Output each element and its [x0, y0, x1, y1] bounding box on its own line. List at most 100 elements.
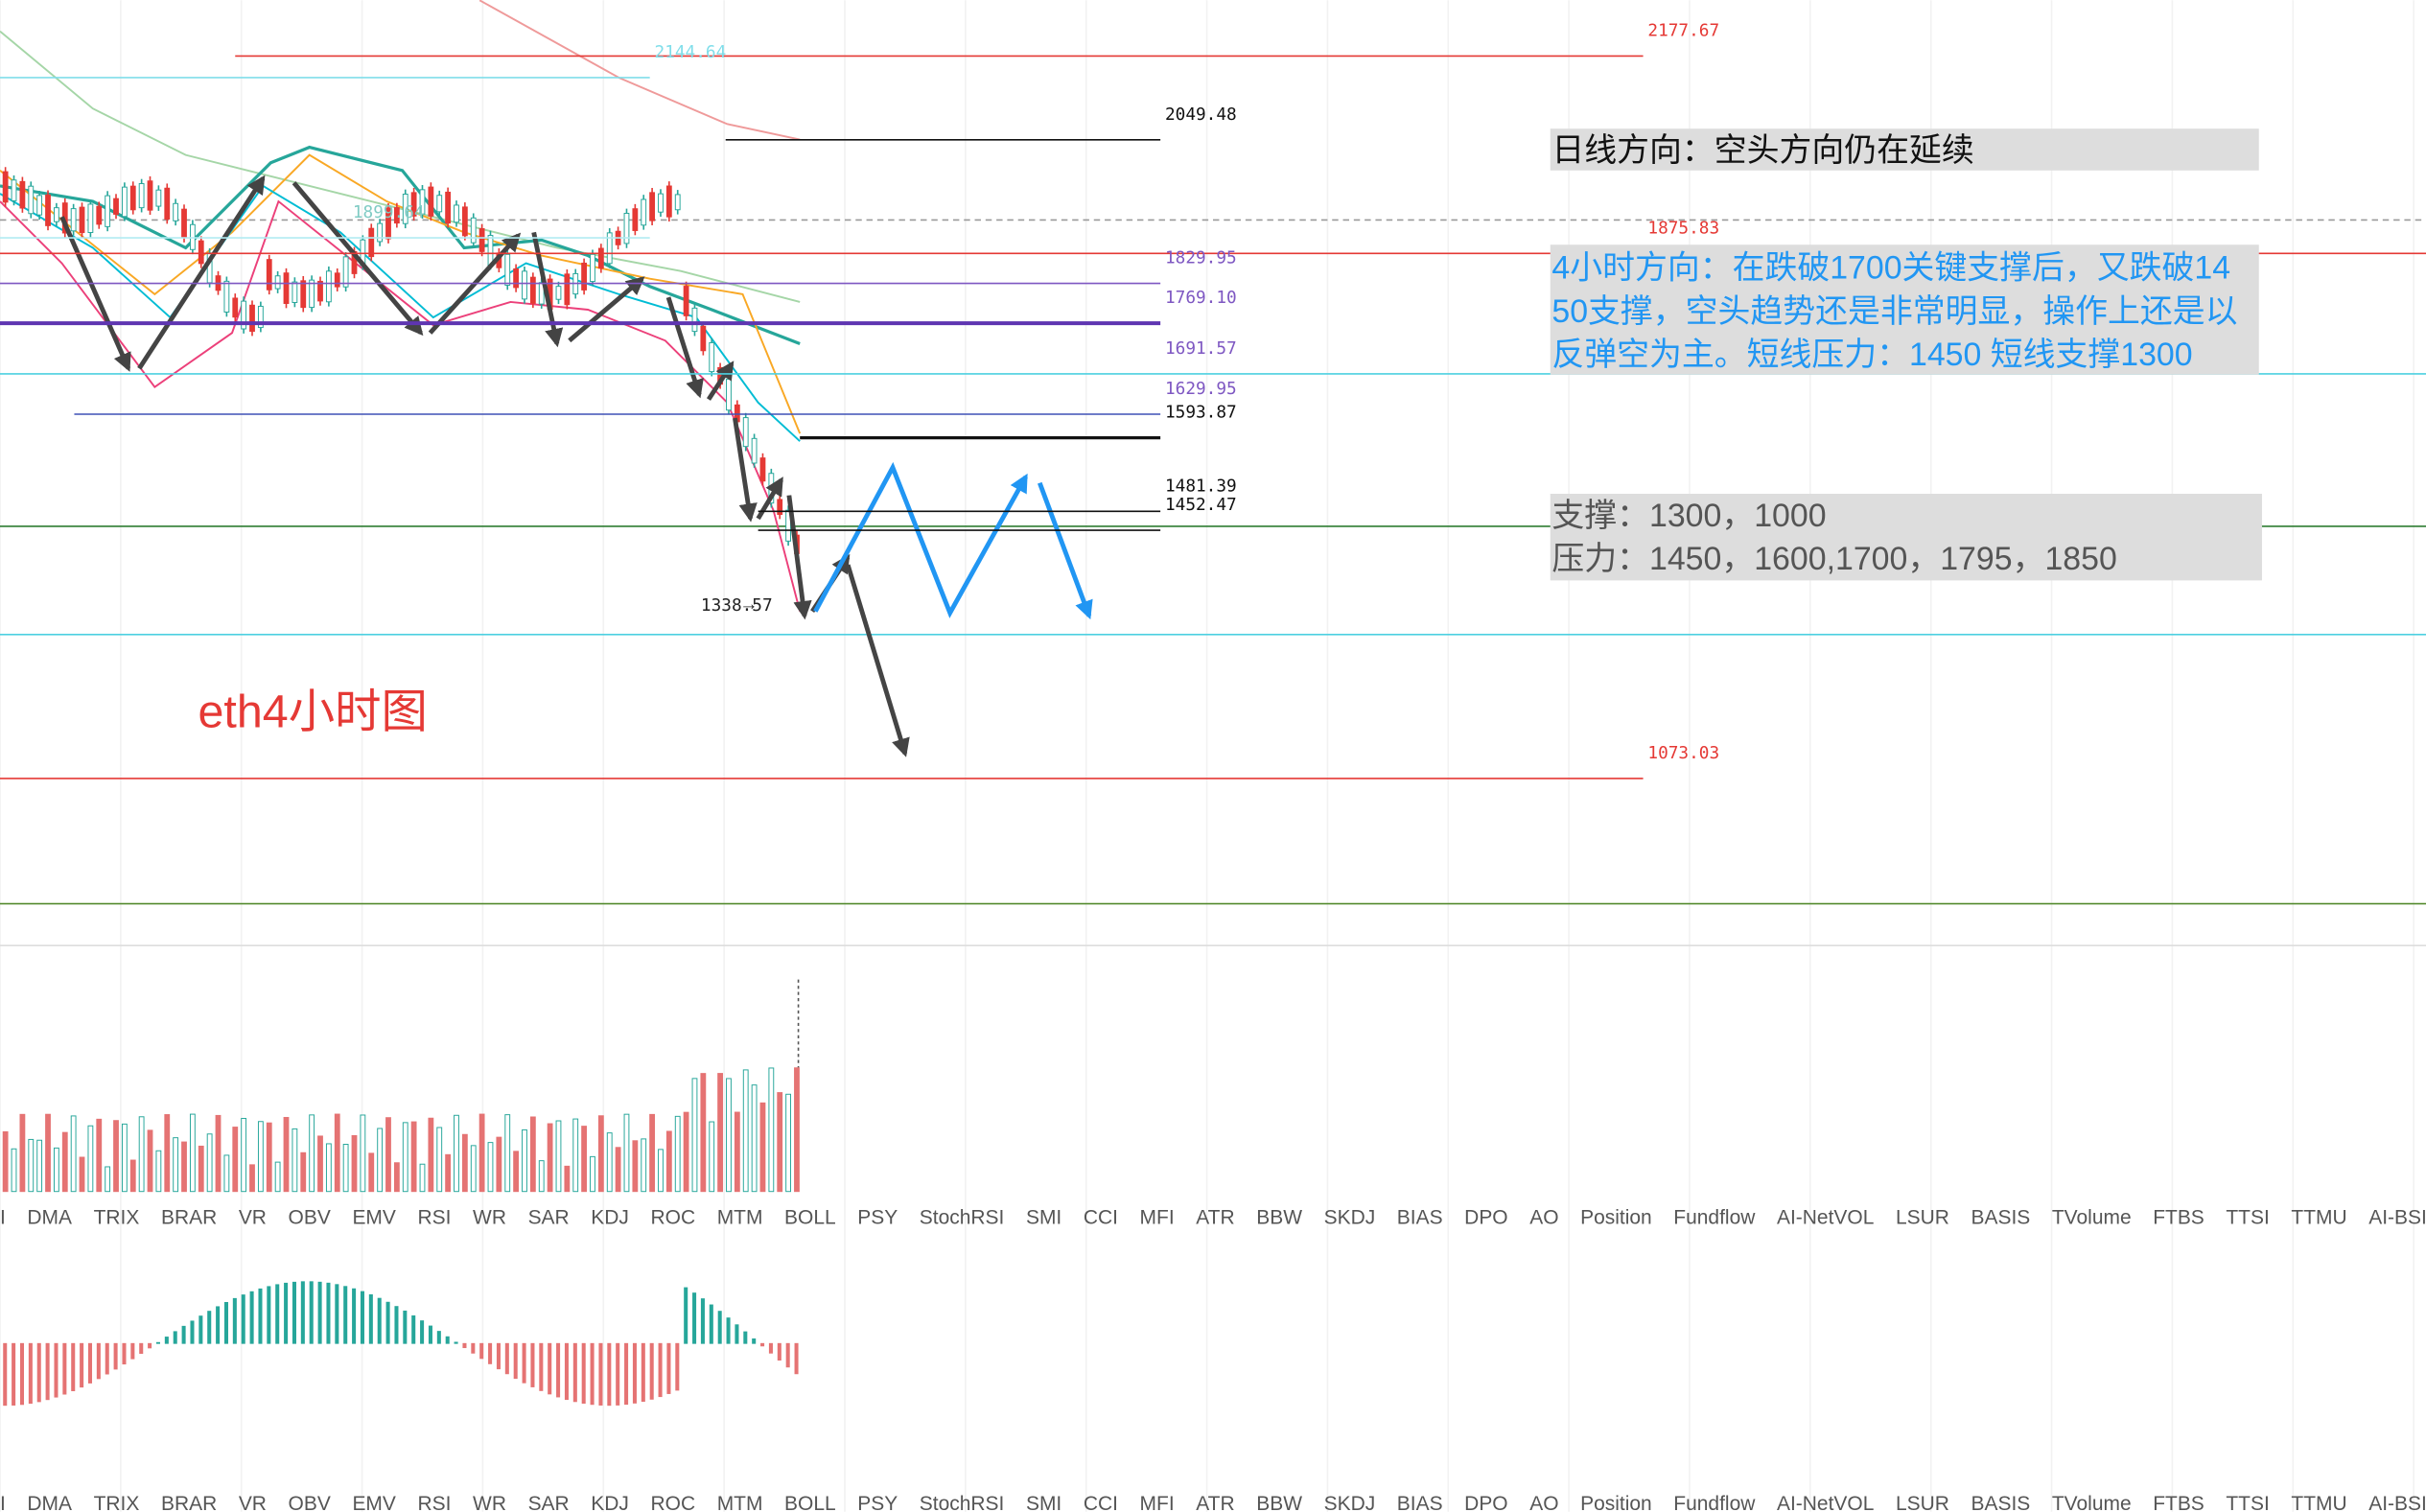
indicator-tab[interactable]: StochRSI: [920, 1207, 1005, 1229]
indicator-tab[interactable]: SMI: [1026, 1207, 1061, 1229]
indicator-tab[interactable]: Fundflow: [1673, 1207, 1756, 1229]
indicator-tab[interactable]: RSI: [417, 1207, 451, 1229]
indicator-tab[interactable]: Position: [1580, 1207, 1652, 1229]
indicator-tab[interactable]: BRAR: [161, 1493, 217, 1512]
volume-bar: [283, 1116, 290, 1193]
indicator-tab[interactable]: DPO: [1464, 1493, 1507, 1512]
indicator-tab[interactable]: BOLL: [784, 1493, 836, 1512]
macd-bar: [267, 1286, 271, 1344]
indicator-tab[interactable]: AI-BSI: [2368, 1207, 2426, 1229]
indicator-tab[interactable]: KDJ: [591, 1207, 629, 1229]
indicator-tab[interactable]: MFI: [1140, 1493, 1175, 1512]
indicator-tab[interactable]: MFI: [1140, 1207, 1175, 1229]
macd-bar: [479, 1342, 484, 1360]
volume-bar: [700, 1073, 707, 1193]
indicator-tab[interactable]: VR: [239, 1207, 267, 1229]
indicator-tab[interactable]: PSY: [857, 1493, 898, 1512]
indicator-tab[interactable]: FTBS: [2153, 1493, 2204, 1512]
indicator-tab[interactable]: BIAS: [1397, 1207, 1443, 1229]
indicator-tab[interactable]: PSY: [857, 1207, 898, 1229]
candle-body: [249, 304, 255, 333]
indicator-tab[interactable]: BASIS: [1971, 1207, 2030, 1229]
indicator-tabs[interactable]: I DMA TRIX BRAR VR OBV EMV RSI WR SAR KDJ ROC MTM BOL…: [0, 1207, 2426, 1229]
indicator-tab[interactable]: BIAS: [1397, 1493, 1443, 1512]
indicator-tab[interactable]: OBV: [289, 1493, 331, 1512]
indicator-tab[interactable]: DMA: [27, 1207, 72, 1229]
indicator-tab[interactable]: AI-NetVOL: [1777, 1207, 1874, 1229]
indicator-tab[interactable]: StochRSI: [920, 1493, 1005, 1512]
indicator-tab[interactable]: TTMU: [2291, 1493, 2346, 1512]
volume-bar: [726, 1078, 732, 1193]
indicator-tab[interactable]: SKDJ: [1324, 1493, 1376, 1512]
indicator-tab[interactable]: MTM: [717, 1207, 763, 1229]
macd-bar: [616, 1342, 620, 1406]
indicator-tab[interactable]: DPO: [1464, 1207, 1507, 1229]
candle-body: [198, 240, 204, 265]
indicator-tab[interactable]: OBV: [289, 1207, 331, 1229]
indicator-tab[interactable]: BRAR: [161, 1207, 217, 1229]
candle-body: [232, 297, 239, 318]
volume-bar: [777, 1092, 783, 1193]
macd-bar: [760, 1342, 765, 1347]
volume-bar: [360, 1114, 366, 1193]
indicator-tab[interactable]: VR: [239, 1493, 267, 1512]
indicator-tab[interactable]: AO: [1529, 1493, 1558, 1512]
indicator-tab[interactable]: FTBS: [2153, 1207, 2204, 1229]
indicator-tab[interactable]: AO: [1529, 1207, 1558, 1229]
macd-bar: [113, 1342, 118, 1370]
volume-bars: [2, 1067, 800, 1193]
candle-body: [665, 185, 672, 218]
macd-bar: [275, 1284, 280, 1344]
indicator-tab[interactable]: LSUR: [1896, 1493, 1949, 1512]
indicator-tab[interactable]: ROC: [650, 1493, 695, 1512]
macd-bar: [403, 1310, 408, 1344]
indicator-tab[interactable]: EMV: [352, 1493, 395, 1512]
candle-body: [410, 192, 417, 217]
indicator-tab[interactable]: TRIX: [94, 1207, 140, 1229]
indicator-tab[interactable]: TVolume: [2052, 1207, 2132, 1229]
indicator-tab[interactable]: MTM: [717, 1493, 763, 1512]
indicator-tab[interactable]: LSUR: [1896, 1207, 1949, 1229]
macd-bar: [385, 1301, 390, 1344]
indicator-tab[interactable]: BBW: [1256, 1493, 1302, 1512]
indicator-tab[interactable]: Fundflow: [1673, 1493, 1756, 1512]
indicator-tab[interactable]: I: [0, 1493, 6, 1512]
indicator-tab[interactable]: AI-NetVOL: [1777, 1493, 1874, 1512]
volume-bar: [785, 1093, 791, 1193]
macd-bar: [249, 1291, 254, 1344]
macd-bar: [80, 1342, 84, 1388]
indicator-tab[interactable]: ATR: [1196, 1493, 1234, 1512]
indicator-tab[interactable]: TTSI: [2226, 1493, 2269, 1512]
candle-body: [606, 232, 613, 265]
indicator-tab[interactable]: CCI: [1084, 1207, 1118, 1229]
indicator-tab[interactable]: Position: [1580, 1493, 1652, 1512]
indicator-tab[interactable]: EMV: [352, 1207, 395, 1229]
indicator-tab[interactable]: TRIX: [94, 1493, 140, 1512]
indicator-tab[interactable]: TTMU: [2291, 1207, 2346, 1229]
indicator-tab[interactable]: TTSI: [2226, 1207, 2269, 1229]
candle-body: [283, 272, 290, 305]
indicator-tab[interactable]: TVolume: [2052, 1493, 2132, 1512]
indicator-tab[interactable]: BOLL: [784, 1207, 836, 1229]
indicator-tab[interactable]: WR: [473, 1207, 506, 1229]
indicator-tab[interactable]: DMA: [27, 1493, 72, 1512]
indicator-tab[interactable]: BBW: [1256, 1207, 1302, 1229]
macd-bar: [675, 1342, 680, 1391]
indicator-tab[interactable]: KDJ: [591, 1493, 629, 1512]
indicator-tab[interactable]: SAR: [528, 1207, 570, 1229]
volume-bar: [623, 1113, 630, 1193]
indicator-tab[interactable]: BASIS: [1971, 1493, 2030, 1512]
candle-body: [138, 183, 145, 209]
indicator-tab[interactable]: WR: [473, 1493, 506, 1512]
indicator-tab[interactable]: ATR: [1196, 1207, 1234, 1229]
note-box: [1550, 128, 2259, 171]
indicator-tab[interactable]: AI-BSI: [2368, 1493, 2426, 1512]
indicator-tab[interactable]: SKDJ: [1324, 1207, 1376, 1229]
indicator-tab[interactable]: I: [0, 1207, 6, 1229]
indicator-tab[interactable]: SAR: [528, 1493, 570, 1512]
indicator-tab[interactable]: CCI: [1084, 1493, 1118, 1512]
indicator-tab[interactable]: SMI: [1026, 1493, 1061, 1512]
indicator-tab[interactable]: ROC: [650, 1207, 695, 1229]
indicator-tab[interactable]: RSI: [417, 1493, 451, 1512]
indicator-tabs[interactable]: I DMA TRIX BRAR VR OBV EMV RSI WR SAR KDJ ROC MTM BOL…: [0, 1493, 2426, 1512]
